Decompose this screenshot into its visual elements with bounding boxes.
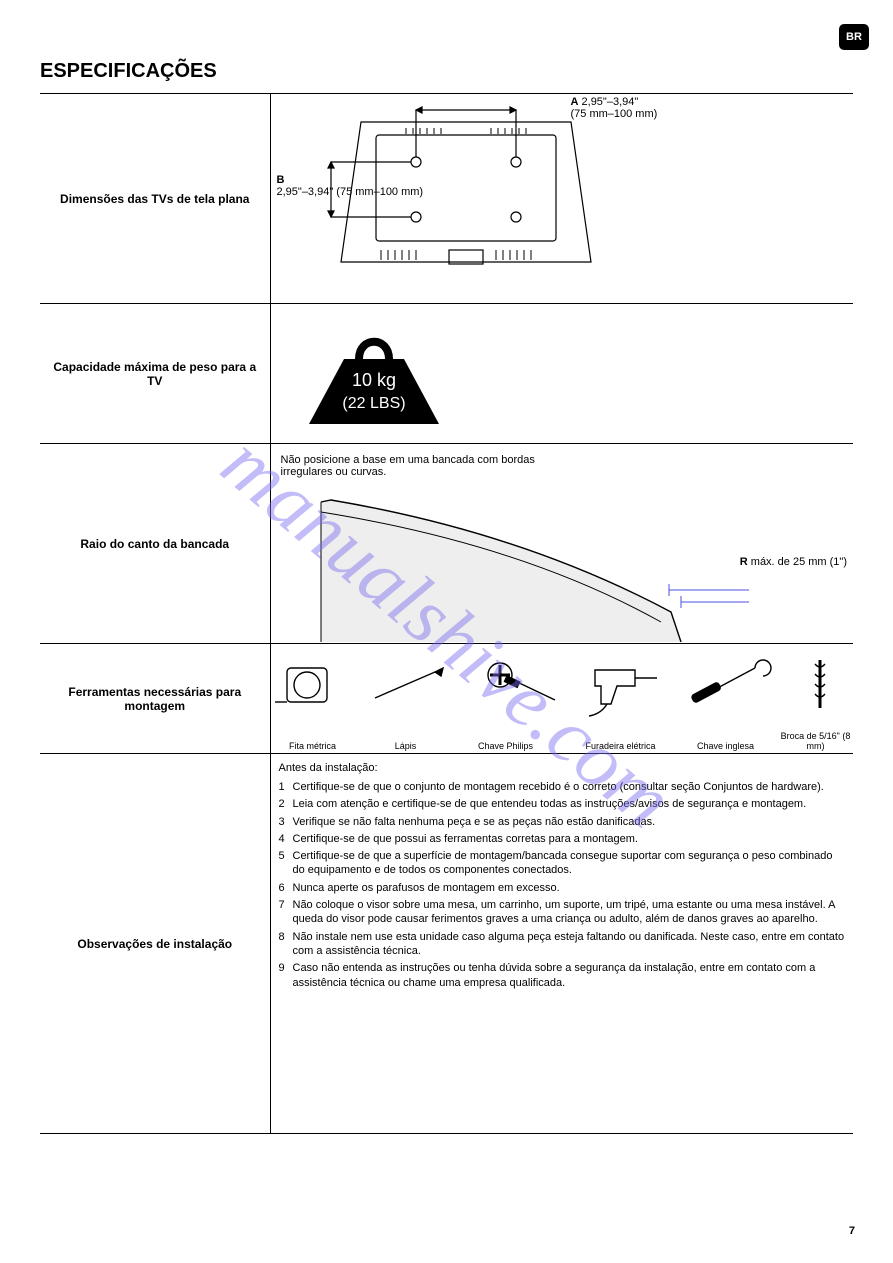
list-item: 5Certifique-se de que a superfície de mo… <box>279 849 846 878</box>
list-item: 9Caso não entenda as instruções ou tenha… <box>279 961 846 990</box>
row-content: Antes da instalação: 1Certifique-se de q… <box>270 754 853 1134</box>
page-number: 7 <box>849 1225 855 1237</box>
tabletop-curve-icon <box>281 472 751 642</box>
notes-intro: Antes da instalação: <box>279 762 846 774</box>
tool-label: Lápis <box>376 741 436 751</box>
note-text: Leia com atenção e certifique-se de que … <box>293 797 807 811</box>
note-text: Não coloque o visor sobre uma mesa, um c… <box>293 898 846 927</box>
corner-note-b: R máx. de 25 mm (1") <box>740 556 847 568</box>
list-item: 7Não coloque o visor sobre uma mesa, um … <box>279 898 846 927</box>
note-text: Não instale nem use esta unidade caso al… <box>293 930 846 959</box>
dim-b-letter: B <box>277 174 285 186</box>
row-install-notes: Observações de instalação Antes da insta… <box>40 754 853 1134</box>
row-screen-dimensions: Dimensões das TVs de tela plana A 2,95"–… <box>40 94 853 304</box>
page: manualshive.com BR ESPECIFICAÇÕES Dimens… <box>0 0 893 1263</box>
row-label: Observações de instalação <box>40 754 270 1134</box>
list-item: 1Certifique-se de que o conjunto de mont… <box>279 780 846 794</box>
row-label: Ferramentas necessárias para montagem <box>40 644 270 754</box>
row-tools: Ferramentas necessárias para montagem <box>40 644 853 754</box>
row-content: Fita métrica Lápis Chave Philips Furadei… <box>270 644 853 754</box>
note-text: Certifique-se de que o conjunto de monta… <box>293 780 824 794</box>
weight-icon: 10 kg (22 LBS) <box>289 314 459 434</box>
row-label: Dimensões das TVs de tela plana <box>40 94 270 304</box>
notes-list: 1Certifique-se de que o conjunto de mont… <box>279 780 846 990</box>
page-title: ESPECIFICAÇÕES <box>40 60 853 83</box>
note-text: Certifique-se de que a superfície de mon… <box>293 849 846 878</box>
tool-label: Broca de 5/16" (8 mm) <box>781 731 851 751</box>
tool-label: Chave inglesa <box>691 741 761 751</box>
row-weight-capacity: Capacidade máxima de peso para a TV 10 k… <box>40 304 853 444</box>
language-badge: BR <box>839 24 869 50</box>
tools-icons <box>275 650 855 720</box>
list-item: 3Verifique se não falta nenhuma peça e s… <box>279 815 846 829</box>
row-corner-radius: Raio do canto da bancada Não posicione a… <box>40 444 853 644</box>
row-label: Raio do canto da bancada <box>40 444 270 644</box>
row-label: Capacidade máxima de peso para a TV <box>40 304 270 444</box>
list-item: 2Leia com atenção e certifique-se de que… <box>279 797 846 811</box>
tv-back-icon <box>321 102 611 292</box>
weight-top-text: 10 kg <box>351 370 395 390</box>
list-item: 6Nunca aperte os parafusos de montagem e… <box>279 881 846 895</box>
row-content: A 2,95"–3,94" (75 mm–100 mm) B 2,95"–3,9… <box>270 94 853 304</box>
tool-label: Chave Philips <box>471 741 541 751</box>
list-item: 8Não instale nem use esta unidade caso a… <box>279 930 846 959</box>
spec-table: Dimensões das TVs de tela plana A 2,95"–… <box>40 93 853 1134</box>
note-text: Caso não entenda as instruções ou tenha … <box>293 961 846 990</box>
tool-label: Furadeira elétrica <box>581 741 661 751</box>
note-text: Verifique se não falta nenhuma peça e se… <box>293 815 656 829</box>
list-item: 4Certifique-se de que possui as ferramen… <box>279 832 846 846</box>
row-content: 10 kg (22 LBS) <box>270 304 853 444</box>
row-content: Não posicione a base em uma bancada com … <box>270 444 853 644</box>
corner-r-value: máx. de 25 mm (1") <box>751 556 847 568</box>
note-text: Certifique-se de que possui as ferrament… <box>293 832 638 846</box>
note-text: Nunca aperte os parafusos de montagem em… <box>293 881 560 895</box>
tool-label: Fita métrica <box>283 741 343 751</box>
weight-bottom-text: (22 LBS) <box>342 395 405 412</box>
